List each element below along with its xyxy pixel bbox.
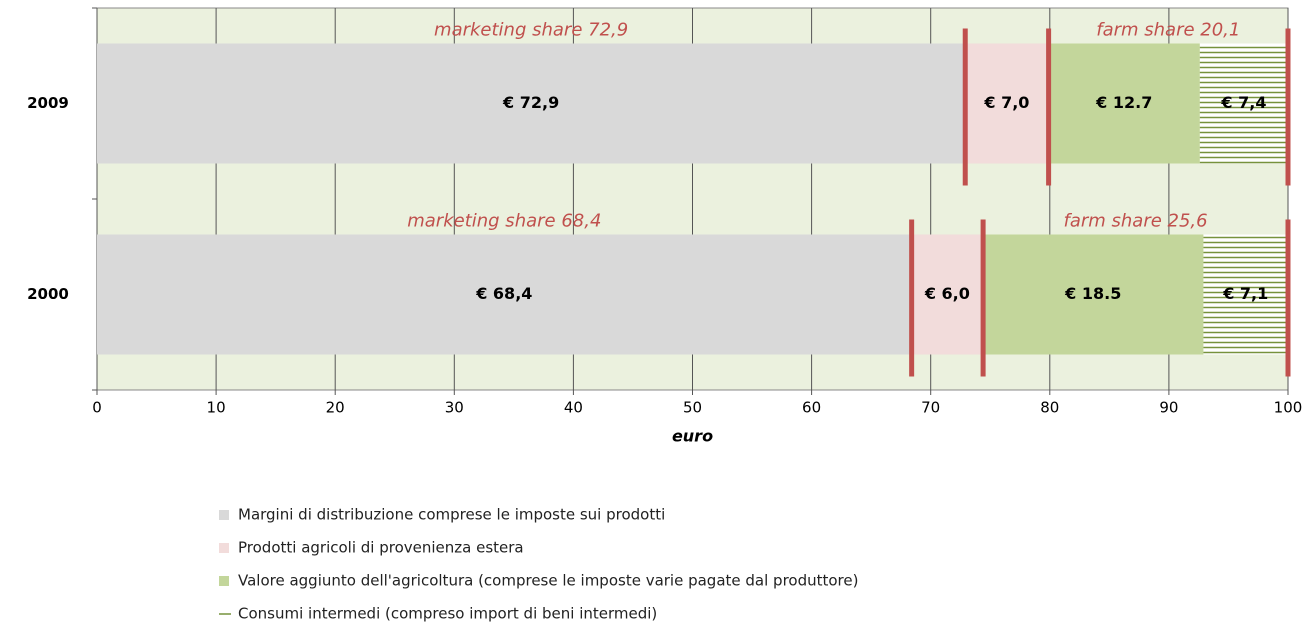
bar-segment [97,234,912,355]
x-tick-label: 80 [1040,399,1059,417]
x-tick-label: 90 [1159,399,1178,417]
legend-marker [219,576,229,586]
bar-segment [97,43,966,164]
legend-marker [219,510,229,520]
bar-segment [983,234,1204,355]
legend-label: Prodotti agricoli di provenienza estera [238,539,524,557]
bar-segment [1048,43,1200,164]
value-label: € 7,4 [1220,93,1266,112]
bar-segment [965,43,1049,164]
value-label: € 7,0 [983,93,1029,112]
x-tick-label: 10 [207,399,226,417]
x-tick-label: 30 [445,399,464,417]
x-tick-label: 0 [92,399,102,417]
legend-label: Margini di distribuzione comprese le imp… [238,506,665,524]
x-tick-label: 50 [683,399,702,417]
value-label: € 7,1 [1222,284,1268,303]
value-label: € 68,4 [475,284,532,303]
legend-label: Valore aggiunto dell'agricoltura (compre… [238,572,858,590]
legend-label: Consumi intermedi (compreso import di be… [238,605,657,623]
annotation: farm share 25,6 [1063,211,1207,232]
x-tick-label: 100 [1274,399,1303,417]
x-tick-label: 20 [326,399,345,417]
x-axis-label: euro [672,427,713,446]
annotation: farm share 20,1 [1096,20,1240,41]
annotation: marketing share 68,4 [407,211,601,232]
bar-segment [1203,234,1288,355]
value-label: € 6,0 [924,284,970,303]
category-label: 2000 [27,285,69,303]
x-tick-label: 70 [921,399,940,417]
value-label: € 72,9 [502,93,559,112]
bar-segment [1199,43,1288,164]
x-tick-label: 60 [802,399,821,417]
value-label: € 12.7 [1095,93,1152,112]
annotation: marketing share 72,9 [434,20,628,41]
value-label: € 18.5 [1064,284,1121,303]
x-tick-label: 40 [564,399,583,417]
legend-marker [219,543,229,553]
bar-segment [911,234,984,355]
category-label: 2009 [27,94,69,112]
